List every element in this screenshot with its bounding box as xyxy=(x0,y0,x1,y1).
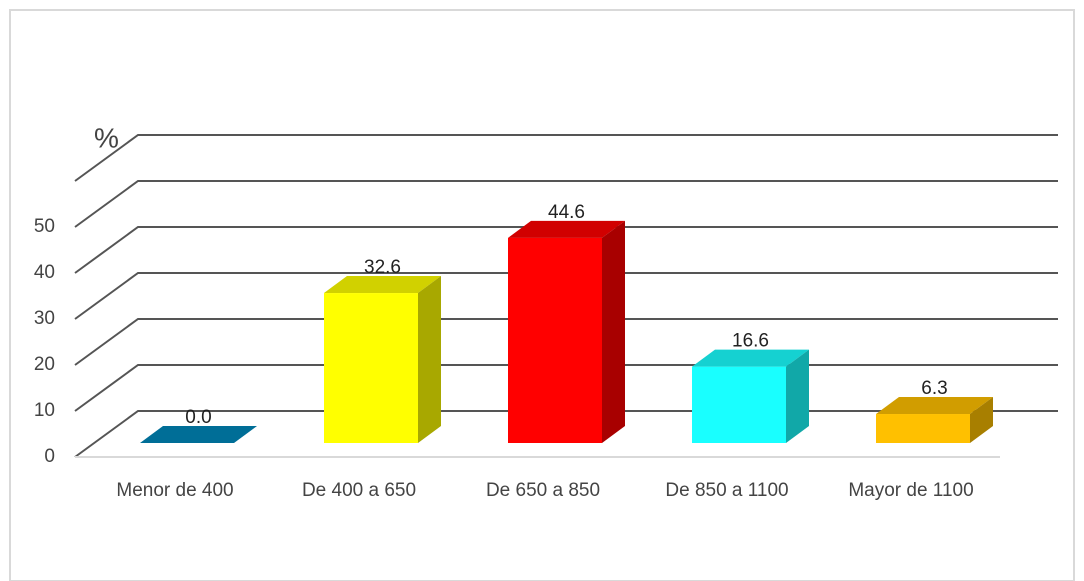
bar-top xyxy=(508,220,625,238)
x-tick-label: De 650 a 850 xyxy=(486,480,600,501)
value-label: 0.0 xyxy=(185,407,211,428)
y-tick-label: 10 xyxy=(34,400,55,421)
bar-top xyxy=(692,349,809,367)
x-tick-label: De 850 a 1100 xyxy=(665,480,788,501)
bar-side xyxy=(786,349,809,443)
bar-top xyxy=(324,276,441,294)
bar-top xyxy=(140,426,257,443)
bar-front xyxy=(692,366,786,443)
y-tick-label: 50 xyxy=(34,216,55,237)
value-label: 44.6 xyxy=(548,202,585,223)
bar-side xyxy=(418,276,441,443)
value-label: 32.6 xyxy=(364,257,401,278)
y-tick-label: 20 xyxy=(34,354,55,375)
bar-side xyxy=(970,397,993,443)
grid-line xyxy=(74,272,1058,320)
bar-front xyxy=(508,237,602,443)
plot-top-line xyxy=(74,134,1058,182)
y-tick-label: 30 xyxy=(34,308,55,329)
y-tick-label: 0 xyxy=(44,446,55,467)
x-tick-label: De 400 a 650 xyxy=(302,480,416,501)
x-tick-label: Mayor de 1100 xyxy=(848,480,973,501)
bar-front xyxy=(876,414,970,443)
x-tick-label: Menor de 400 xyxy=(116,480,233,501)
value-label: 6.3 xyxy=(921,378,947,399)
bar-top xyxy=(876,397,993,415)
bar-front xyxy=(324,293,418,443)
grid-line xyxy=(74,180,1058,228)
y-axis-label: % xyxy=(94,122,119,153)
value-label: 16.6 xyxy=(732,331,769,352)
grid-line xyxy=(74,226,1058,274)
grid-line xyxy=(74,318,1058,366)
bar-side xyxy=(602,220,625,443)
y-tick-label: 40 xyxy=(34,262,55,283)
